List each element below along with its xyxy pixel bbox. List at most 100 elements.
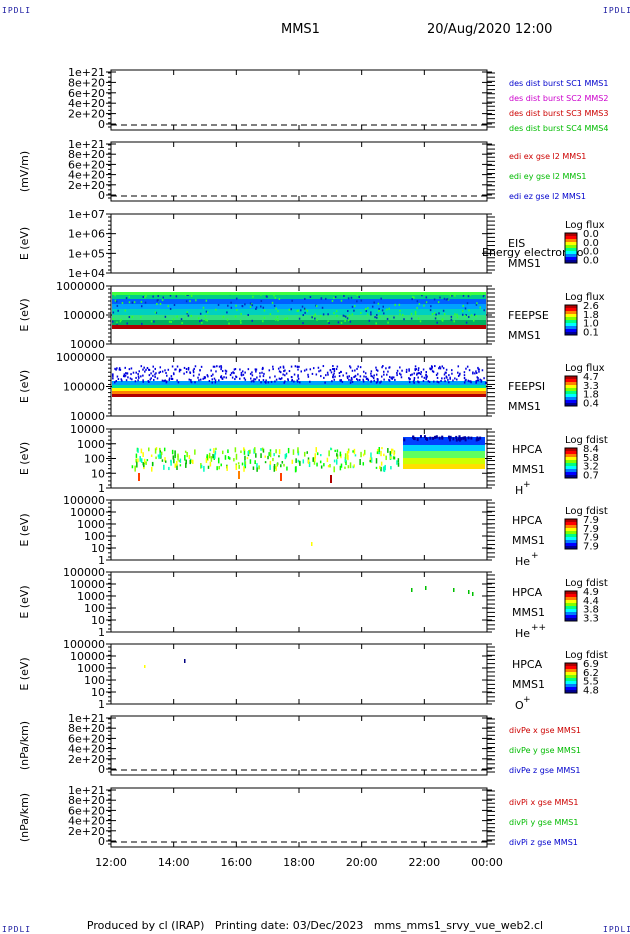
spectrogram-pixel — [269, 464, 271, 470]
colorbar-title: Log flux — [565, 363, 605, 374]
spectrogram-pixel — [148, 368, 150, 371]
spectrogram-pixel — [247, 313, 249, 316]
spectrogram-pixel — [144, 370, 146, 373]
spectrogram-pixel — [408, 369, 410, 372]
spectrogram-pixel — [205, 299, 208, 302]
colorbar-tick-label: 7.9 — [583, 541, 599, 552]
y-tick-label: 10 — [91, 467, 105, 480]
spectrogram-pixel — [314, 313, 316, 316]
spectrogram-pixel — [153, 320, 155, 323]
spectrogram-pixel — [235, 375, 237, 378]
spectrogram-pixel — [480, 379, 483, 382]
spectrogram-pixel — [464, 436, 467, 440]
spectrogram-pixel — [297, 459, 300, 463]
spectrogram-pixel — [218, 465, 220, 470]
spectrogram-pixel — [330, 371, 333, 374]
spectrogram-pixel — [353, 309, 355, 312]
spectrogram-pixel — [283, 463, 285, 467]
spectrogram-pixel — [440, 379, 442, 382]
spectrogram-pixel — [142, 380, 145, 383]
spectrogram-pixel — [234, 315, 237, 318]
y-tick-label: 100000 — [63, 566, 105, 579]
spectrogram-pixel — [191, 459, 193, 463]
spectrogram-pixel — [335, 310, 338, 313]
spectrogram-pixel — [273, 294, 275, 297]
spectrogram-pixel — [139, 456, 141, 462]
spectrogram-pixel — [198, 373, 200, 376]
y-tick-label: 8e+20 — [68, 148, 105, 161]
spectrogram-pixel — [390, 456, 392, 459]
spectrogram-pixel — [259, 375, 261, 378]
colorbar-segment — [565, 252, 577, 255]
spectrogram-pixel — [429, 309, 432, 312]
spectrogram-pixel — [463, 377, 466, 380]
spectrogram-pixel — [435, 313, 437, 316]
spectrogram-pixel — [180, 318, 183, 321]
colorbar-segment — [565, 382, 577, 384]
colorbar-segment — [565, 673, 577, 676]
spectrogram-pixel — [445, 368, 448, 371]
spectrogram-pixel — [253, 380, 255, 383]
colorbar-segment — [565, 615, 577, 617]
spectrogram-pixel — [345, 372, 348, 375]
colorbar-segment — [565, 258, 577, 261]
spectrogram-pixel — [428, 380, 431, 383]
colorbar-segment — [565, 242, 577, 244]
spectrogram-pixel — [378, 307, 380, 310]
spectrogram-pixel — [131, 301, 134, 304]
spectrogram-pixel — [305, 368, 308, 371]
spectrogram-pixel — [249, 459, 252, 464]
colorbar-tick-label: 5.8 — [583, 453, 599, 464]
spectrogram-pixel — [357, 379, 359, 382]
spectrogram-pixel — [140, 375, 142, 378]
spectrogram-pixel — [184, 450, 187, 453]
spectrogram-pixel — [130, 373, 132, 376]
spectrogram-pixel — [152, 378, 155, 381]
colorbar-frame — [564, 375, 578, 407]
spectrogram-pixel — [375, 458, 378, 464]
y-tick-label: 6e+20 — [68, 732, 105, 745]
spectrogram-pixel — [209, 448, 212, 452]
spectrogram-pixel — [292, 449, 295, 455]
spectrogram-pixel — [451, 294, 453, 297]
spectrogram-pixel — [356, 378, 358, 381]
legend-entry: divPe x gse MMS1 — [509, 726, 581, 735]
spectrogram-pixel — [301, 305, 304, 308]
colorbar-segment — [565, 323, 577, 325]
spectrogram-pixel — [208, 452, 211, 459]
spectrogram-pixel — [312, 315, 315, 318]
y-tick-label: 1e+07 — [68, 208, 105, 221]
spectrogram-pixel — [284, 317, 286, 320]
colorbar-segment — [565, 240, 577, 243]
spectrogram-pixel — [434, 435, 437, 439]
spectrogram-pixel — [370, 370, 373, 373]
spectrogram-pixel — [375, 322, 377, 325]
spectrogram-pixel — [441, 365, 444, 368]
colorbar-segment — [565, 541, 577, 544]
spectrogram-pixel — [167, 305, 170, 308]
spectrogram-pixel — [431, 366, 433, 369]
spectrogram-pixel — [314, 453, 317, 459]
datetime-title: 20/Aug/2020 12:00 — [427, 22, 553, 37]
spectrogram-pixel — [214, 453, 216, 459]
spectrogram-pixel — [262, 379, 265, 382]
spectrogram-pixel — [263, 316, 266, 319]
colorbar-segment — [565, 385, 577, 387]
y-tick-label: 10000 — [70, 506, 105, 519]
spectrogram-pixel — [277, 310, 279, 313]
spectrogram-pixel — [279, 378, 282, 381]
spectrogram-pixel — [112, 318, 115, 321]
spectrogram-pixel — [178, 370, 181, 373]
spectrogram-pixel — [275, 465, 277, 471]
spectrogram-pixel — [223, 376, 225, 379]
spectrogram-pixel — [132, 371, 135, 374]
spectrogram-pixel — [117, 378, 120, 381]
spectrogram-pixel — [296, 310, 299, 313]
y-tick-label: 10000 — [70, 650, 105, 663]
corner-label-top-right: IPDLI — [603, 6, 630, 15]
spectrogram-pixel — [140, 448, 143, 454]
spectrogram-pixel — [237, 462, 240, 465]
spectrogram-pixel — [154, 448, 157, 454]
spectrogram-pixel — [171, 449, 174, 455]
spectrogram-pixel — [239, 377, 241, 380]
